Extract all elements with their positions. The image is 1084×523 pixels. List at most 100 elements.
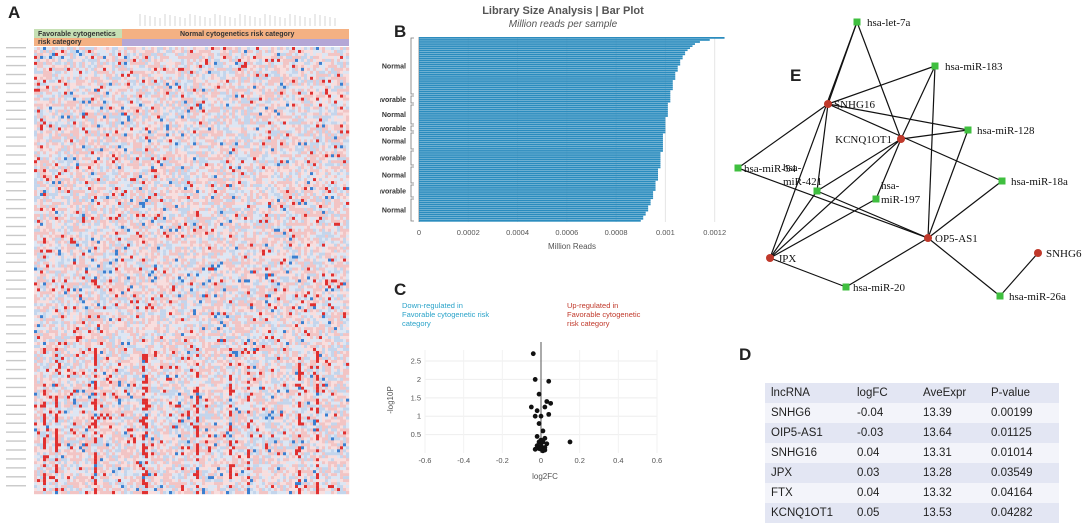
heatmap-cell <box>184 50 187 53</box>
heatmap-cell <box>313 181 316 184</box>
heatmap-cell <box>280 122 283 125</box>
heatmap-cell <box>340 95 343 98</box>
heatmap-cell <box>154 98 157 101</box>
heatmap-cell <box>115 107 118 110</box>
heatmap-cell <box>262 178 265 181</box>
heatmap-cell <box>199 50 202 53</box>
heatmap-cell <box>52 86 55 89</box>
heatmap-cell <box>292 65 295 68</box>
heatmap-cell <box>112 59 115 62</box>
heatmap-cell <box>211 107 214 110</box>
heatmap-cell <box>55 116 58 119</box>
heatmap-cell <box>166 160 169 163</box>
heatmap-cell <box>106 50 109 53</box>
heatmap-cell <box>178 169 181 172</box>
heatmap-cell <box>70 95 73 98</box>
heatmap-cell <box>55 163 58 166</box>
heatmap-cell <box>262 80 265 83</box>
heatmap-cell <box>229 47 232 50</box>
heatmap-cell <box>79 47 82 50</box>
heatmap-cell <box>37 77 40 80</box>
heatmap-cell <box>112 119 115 122</box>
heatmap-cell <box>223 154 226 157</box>
heatmap-cell <box>136 74 139 77</box>
heatmap-cell <box>127 178 130 181</box>
heatmap-cell <box>97 133 100 136</box>
heatmap-cell <box>337 154 340 157</box>
heatmap-cell <box>301 181 304 184</box>
heatmap-cell <box>232 119 235 122</box>
heatmap-cell <box>121 95 124 98</box>
heatmap-cell <box>142 142 145 145</box>
heatmap-cell <box>136 116 139 119</box>
heatmap-cell <box>265 83 268 86</box>
heatmap-cell <box>55 110 58 113</box>
heatmap-cell <box>76 127 79 130</box>
heatmap-cell <box>94 157 97 160</box>
heatmap-cell <box>46 175 49 178</box>
heatmap-cell <box>181 116 184 119</box>
heatmap-cell <box>298 110 301 113</box>
heatmap-cell <box>256 113 259 116</box>
heatmap-cell <box>343 122 346 125</box>
heatmap-cell <box>268 95 271 98</box>
heatmap-cell <box>334 113 337 116</box>
heatmap-cell <box>109 56 112 59</box>
heatmap-cell <box>175 151 178 154</box>
heatmap-cell <box>142 74 145 77</box>
heatmap-cell <box>157 145 160 148</box>
heatmap-cell <box>277 145 280 148</box>
heatmap-cell <box>214 136 217 139</box>
heatmap-cell <box>217 71 220 74</box>
heatmap-cell <box>106 77 109 80</box>
heatmap-cell <box>148 101 151 104</box>
heatmap-cell <box>277 169 280 172</box>
heatmap-cell <box>256 62 259 65</box>
heatmap-cell <box>199 86 202 89</box>
heatmap-cell <box>148 56 151 59</box>
heatmap-cell <box>58 56 61 59</box>
heatmap-cell <box>250 50 253 53</box>
heatmap-cell <box>175 86 178 89</box>
heatmap-cell <box>121 148 124 151</box>
heatmap-cell <box>286 68 289 71</box>
heatmap-cell <box>55 157 58 160</box>
heatmap-cell <box>124 92 127 95</box>
heatmap-cell <box>178 148 181 151</box>
heatmap-cell <box>211 110 214 113</box>
heatmap-cell <box>250 142 253 145</box>
heatmap-cell <box>37 127 40 130</box>
heatmap-cell <box>274 166 277 169</box>
heatmap-cell <box>130 65 133 68</box>
heatmap-cell <box>175 154 178 157</box>
heatmap-cell <box>100 104 103 107</box>
heatmap-cell <box>307 92 310 95</box>
heatmap-cell <box>187 80 190 83</box>
heatmap-cell <box>160 178 163 181</box>
heatmap-cell <box>94 83 97 86</box>
heatmap-cell <box>325 65 328 68</box>
heatmap-cell <box>136 56 139 59</box>
heatmap-cell <box>172 163 175 166</box>
heatmap-cell <box>82 74 85 77</box>
heatmap-cell <box>127 56 130 59</box>
heatmap-cell <box>217 74 220 77</box>
heatmap-cell <box>277 113 280 116</box>
heatmap-cell <box>316 101 319 104</box>
heatmap-cell <box>265 113 268 116</box>
heatmap-cell <box>307 47 310 50</box>
heatmap-cell <box>301 107 304 110</box>
heatmap-cell <box>112 172 115 175</box>
heatmap-cell <box>277 142 280 145</box>
heatmap-cell <box>235 163 238 166</box>
heatmap-cell <box>223 65 226 68</box>
heatmap-cell <box>328 133 331 136</box>
heatmap-cell <box>268 83 271 86</box>
heatmap-cell <box>145 139 148 142</box>
heatmap-cell <box>265 47 268 50</box>
heatmap-cell <box>298 56 301 59</box>
heatmap-cell <box>142 166 145 169</box>
heatmap-cell <box>337 56 340 59</box>
heatmap-cell <box>298 172 301 175</box>
heatmap-cell <box>124 86 127 89</box>
